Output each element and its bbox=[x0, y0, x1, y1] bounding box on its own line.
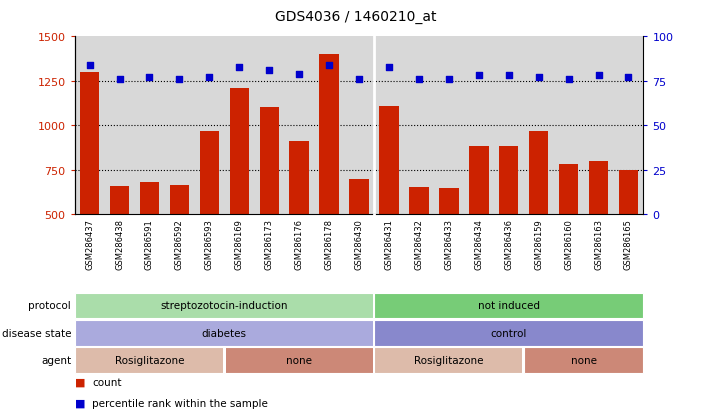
Bar bbox=[379, 107, 399, 215]
Text: ■: ■ bbox=[75, 377, 85, 387]
Bar bbox=[289, 142, 309, 215]
Point bbox=[563, 76, 574, 83]
Bar bbox=[109, 186, 129, 215]
Point bbox=[234, 64, 245, 71]
Point bbox=[473, 73, 484, 80]
Text: GSM286176: GSM286176 bbox=[294, 218, 304, 269]
Bar bbox=[469, 146, 488, 215]
Text: Rosiglitazone: Rosiglitazone bbox=[414, 355, 483, 365]
Text: GSM286169: GSM286169 bbox=[235, 218, 244, 269]
Text: agent: agent bbox=[41, 355, 71, 365]
Text: GSM286438: GSM286438 bbox=[115, 218, 124, 269]
Bar bbox=[529, 131, 548, 215]
Point bbox=[264, 68, 275, 74]
Text: GSM286593: GSM286593 bbox=[205, 218, 214, 269]
Text: GSM286592: GSM286592 bbox=[175, 218, 184, 269]
Text: percentile rank within the sample: percentile rank within the sample bbox=[92, 398, 268, 408]
Bar bbox=[170, 185, 189, 215]
Text: count: count bbox=[92, 377, 122, 387]
Bar bbox=[80, 73, 100, 215]
Point bbox=[443, 76, 454, 83]
Text: GSM286434: GSM286434 bbox=[474, 218, 483, 269]
Text: streptozotocin-induction: streptozotocin-induction bbox=[161, 301, 288, 311]
Bar bbox=[349, 179, 369, 215]
Point bbox=[203, 75, 215, 81]
Bar bbox=[319, 55, 339, 215]
Text: disease state: disease state bbox=[1, 328, 71, 338]
Point bbox=[114, 76, 125, 83]
Text: GSM286437: GSM286437 bbox=[85, 218, 94, 269]
Text: GSM286591: GSM286591 bbox=[145, 218, 154, 269]
Text: GSM286430: GSM286430 bbox=[355, 218, 363, 269]
Bar bbox=[619, 170, 638, 215]
Text: GSM286432: GSM286432 bbox=[415, 218, 424, 269]
Point bbox=[173, 76, 185, 83]
Point bbox=[503, 73, 515, 80]
Text: GDS4036 / 1460210_at: GDS4036 / 1460210_at bbox=[274, 10, 437, 24]
Point bbox=[413, 76, 424, 83]
Bar bbox=[499, 146, 518, 215]
Text: protocol: protocol bbox=[28, 301, 71, 311]
Text: ▶: ▶ bbox=[76, 357, 82, 363]
Point bbox=[144, 75, 155, 81]
Text: GSM286160: GSM286160 bbox=[564, 218, 573, 269]
Bar bbox=[260, 107, 279, 215]
Text: GSM286159: GSM286159 bbox=[534, 218, 543, 269]
Text: not induced: not induced bbox=[478, 301, 540, 311]
Text: diabetes: diabetes bbox=[202, 328, 247, 338]
Bar bbox=[230, 89, 249, 215]
Point bbox=[294, 71, 305, 78]
Text: GSM286163: GSM286163 bbox=[594, 218, 603, 269]
Point bbox=[324, 62, 335, 69]
Point bbox=[533, 75, 545, 81]
Bar bbox=[559, 164, 578, 215]
Bar bbox=[200, 131, 219, 215]
Bar bbox=[410, 187, 429, 215]
Text: GSM286165: GSM286165 bbox=[624, 218, 633, 269]
Text: Rosiglitazone: Rosiglitazone bbox=[114, 355, 184, 365]
Bar bbox=[589, 161, 609, 215]
Point bbox=[353, 76, 365, 83]
Text: GSM286433: GSM286433 bbox=[444, 218, 454, 269]
Text: GSM286178: GSM286178 bbox=[325, 218, 333, 269]
Text: ▶: ▶ bbox=[76, 303, 82, 309]
Text: GSM286173: GSM286173 bbox=[264, 218, 274, 269]
Point bbox=[623, 75, 634, 81]
Text: control: control bbox=[491, 328, 527, 338]
Text: ■: ■ bbox=[75, 398, 85, 408]
Bar bbox=[140, 183, 159, 215]
Bar bbox=[439, 188, 459, 215]
Text: GSM286431: GSM286431 bbox=[385, 218, 393, 269]
Point bbox=[383, 64, 395, 71]
Text: none: none bbox=[571, 355, 597, 365]
Text: GSM286436: GSM286436 bbox=[504, 218, 513, 269]
Point bbox=[593, 73, 604, 80]
Text: none: none bbox=[287, 355, 312, 365]
Text: ▶: ▶ bbox=[76, 330, 82, 336]
Point bbox=[84, 62, 95, 69]
